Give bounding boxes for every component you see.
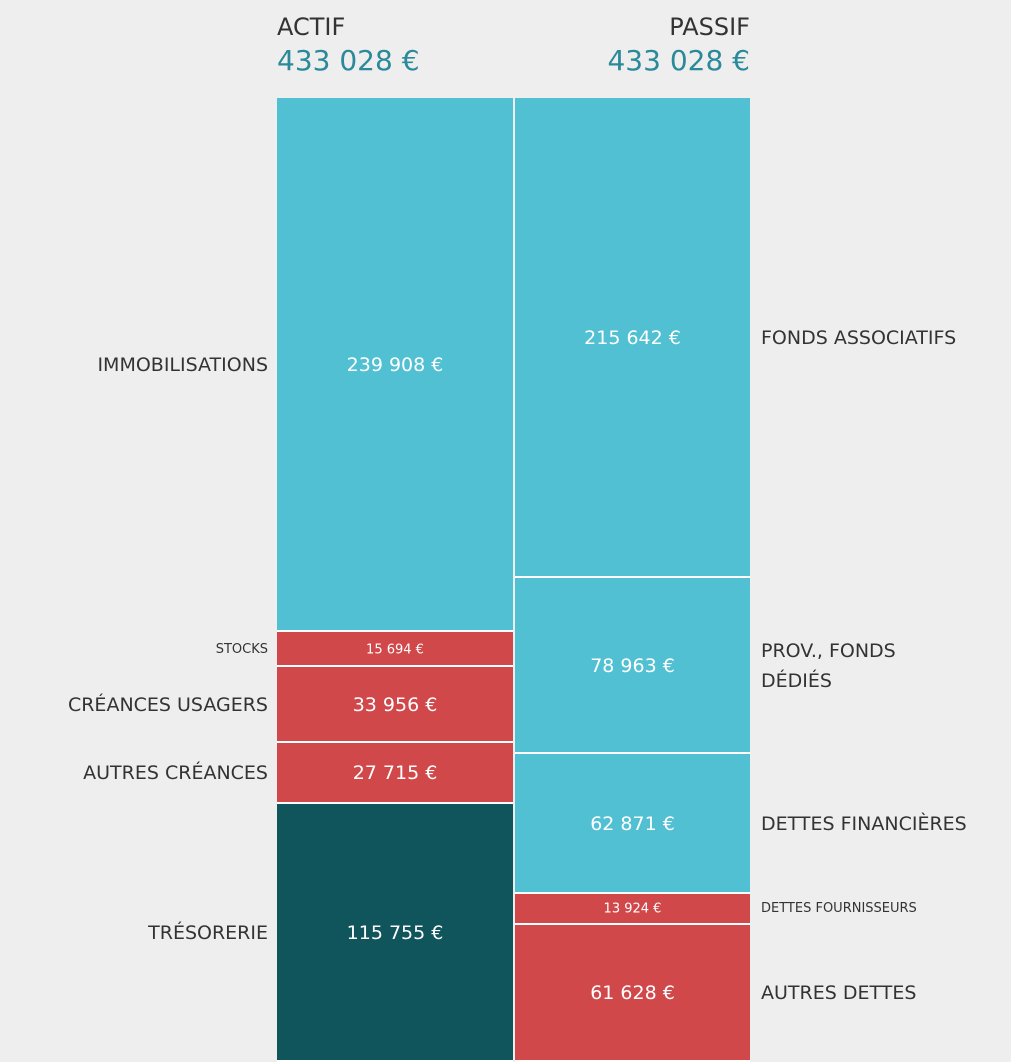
- segment-label: DETTES FINANCIÈRES: [761, 812, 967, 835]
- value-label: 13 924 €: [603, 901, 662, 917]
- segment-label: TRÉSORERIE: [148, 922, 268, 945]
- segment: [277, 742, 513, 805]
- segment: [515, 924, 750, 1062]
- segment: [515, 893, 750, 925]
- value-label: 239 908 €: [346, 354, 444, 377]
- value-label: 15 694 €: [366, 642, 424, 658]
- segment-label: CRÉANCES USAGERS: [67, 693, 268, 716]
- value-label: 115 755 €: [346, 922, 444, 945]
- segment-label: IMMOBILISATIONS: [97, 354, 268, 377]
- value-label: 27 715 €: [352, 762, 438, 785]
- segment-label: AUTRES CRÉANCES: [83, 762, 268, 785]
- segment: [515, 98, 750, 579]
- segment-label: FONDS ASSOCIATIFS: [761, 327, 957, 350]
- value-label: 61 628 €: [590, 982, 675, 1005]
- segment: [277, 98, 513, 633]
- column-total: 433 028 €: [277, 44, 420, 77]
- value-label: 62 871 €: [590, 812, 675, 835]
- segment-label: PROV., FONDS DÉDIÉS: [761, 639, 896, 692]
- segment: [277, 667, 513, 743]
- segment: [515, 578, 750, 754]
- column-title: PASSIF: [669, 13, 750, 41]
- value-label: 78 963 €: [590, 654, 675, 677]
- column-title: ACTIF: [277, 13, 346, 41]
- segment-label: STOCKS: [215, 641, 268, 657]
- value-label: 33 956 €: [352, 693, 438, 716]
- segment-label: DETTES FOURNISSEURS: [761, 901, 917, 917]
- value-label: 215 642 €: [584, 327, 681, 350]
- segment: [277, 804, 513, 1062]
- segment: [277, 632, 513, 668]
- segment-label: AUTRES DETTES: [761, 982, 917, 1005]
- segment: [515, 753, 750, 894]
- column-total: 433 028 €: [607, 44, 750, 77]
